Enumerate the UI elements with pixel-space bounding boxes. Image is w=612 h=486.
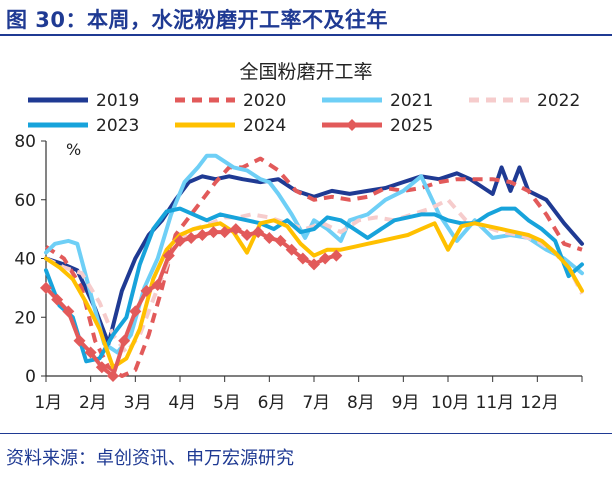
x-tick-label: 8月 (347, 393, 375, 413)
line-chart: 全国粉磨开工率 2019 2020 2021 2022 2023 2024 2025 0 20… (14, 61, 584, 413)
legend-label: 2024 (243, 116, 286, 136)
data-point (84, 346, 97, 359)
source-rule (0, 433, 612, 434)
legend-item-2021: 2021 (322, 91, 433, 111)
data-point (185, 231, 198, 244)
x-tick-label: 6月 (258, 393, 286, 413)
source-note: 资料来源：卓创资讯、申万宏源研究 (6, 448, 294, 469)
series-2023 (44, 206, 584, 364)
legend-label: 2023 (96, 116, 139, 136)
series-line-2024 (44, 218, 584, 370)
series-2019 (44, 165, 584, 346)
title-rule (0, 34, 612, 36)
legend-label: 2022 (537, 91, 580, 111)
x-tick-label: 4月 (168, 393, 196, 413)
data-point (296, 252, 309, 265)
legend-item-2023: 2023 (28, 116, 139, 136)
legend-marker (346, 119, 358, 131)
data-point (330, 249, 343, 262)
data-point (62, 305, 75, 318)
axes: 0 20 40 60 80 1月 2月 3月 4月 5月 6月 7月 8月 9月 10月 11月 12月 (14, 132, 583, 413)
legend-item-2024: 2024 (175, 116, 286, 136)
series-line-2020 (44, 156, 583, 378)
x-tick-label: 7月 (302, 393, 330, 413)
x-tick-label: 1月 (34, 393, 62, 413)
series-line-2019 (44, 165, 584, 346)
data-point (308, 258, 320, 271)
data-point (241, 229, 253, 241)
data-point (196, 229, 209, 241)
series-line-2023 (44, 206, 584, 364)
y-tick-label: 40 (14, 250, 36, 270)
series-layer (40, 153, 584, 382)
data-point (207, 226, 220, 239)
legend: 2019 2020 2021 2022 2023 2024 2025 (28, 91, 580, 136)
x-tick-label: 10月 (431, 393, 470, 413)
data-point (263, 231, 276, 244)
y-tick-label: 60 (14, 191, 36, 211)
data-point (151, 278, 164, 291)
data-point (218, 226, 231, 239)
data-point (274, 234, 287, 247)
series-2024 (44, 218, 584, 370)
data-point (51, 293, 64, 306)
x-tick-label: 11月 (476, 393, 515, 413)
chart-title: 全国粉磨开工率 (239, 61, 372, 83)
legend-item-2025: 2025 (322, 116, 433, 136)
x-tick-label: 9月 (392, 393, 420, 413)
x-tick-label: 5月 (213, 393, 241, 413)
y-tick-label: 80 (14, 132, 36, 152)
x-tick-label: 2月 (79, 393, 107, 413)
y-tick-label: 20 (14, 308, 36, 328)
data-point (252, 226, 265, 239)
data-point (229, 223, 242, 236)
data-point (285, 243, 298, 256)
figure-title: 图 30：本周，水泥粉磨开工率不及往年 (6, 8, 389, 32)
x-tick-label: 12月 (520, 393, 559, 413)
legend-item-2019: 2019 (28, 91, 139, 111)
data-point (174, 234, 186, 247)
data-point (319, 252, 332, 265)
y-axis-unit: % (66, 140, 81, 159)
legend-label: 2021 (390, 91, 433, 111)
legend-item-2022: 2022 (469, 91, 580, 111)
series-2025 (40, 223, 343, 382)
legend-label: 2020 (243, 91, 286, 111)
data-point (118, 334, 131, 347)
data-point (40, 281, 52, 294)
x-tick-label: 3月 (124, 393, 152, 413)
data-point (129, 305, 142, 318)
data-point (73, 334, 86, 347)
series-2020 (44, 156, 583, 378)
legend-label: 2025 (390, 116, 433, 136)
data-point (140, 284, 153, 297)
data-point (107, 370, 119, 382)
y-tick-label: 0 (25, 367, 36, 387)
data-point (162, 249, 175, 262)
legend-label: 2019 (96, 91, 139, 111)
legend-item-2020: 2020 (175, 91, 286, 111)
data-point (95, 361, 108, 374)
